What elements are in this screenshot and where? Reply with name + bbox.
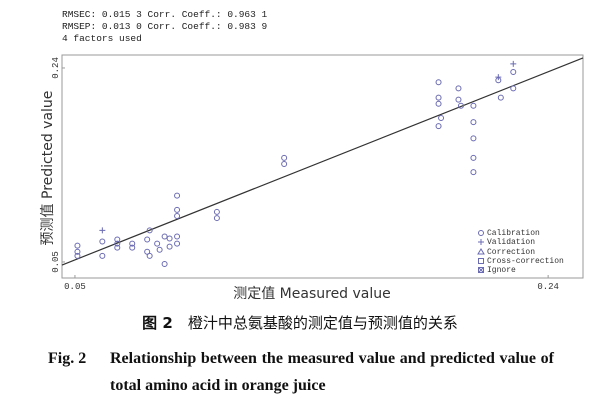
point: [470, 119, 477, 126]
point: [146, 227, 153, 234]
legend-label: Ignore: [487, 266, 516, 275]
point: [129, 244, 136, 251]
stats-line: RMSEP: 0.013 0 Corr. Coeff.: 0.983 9: [62, 21, 268, 32]
point: [470, 102, 477, 109]
stats-line: 4 factors used: [62, 33, 142, 44]
point: [510, 60, 517, 67]
point: [495, 74, 502, 81]
point: [435, 123, 442, 130]
point: [161, 233, 168, 240]
point: [510, 69, 517, 76]
point: [438, 114, 445, 121]
y-axis-label: 预测值 Predicted value: [40, 91, 56, 246]
point: [435, 79, 442, 86]
point: [174, 213, 181, 220]
x-axis-label: 测定值 Measured value: [233, 286, 391, 302]
point: [497, 94, 504, 101]
point: [146, 252, 153, 259]
point: [470, 135, 477, 142]
caption-en-label: Fig. 2: [48, 350, 87, 367]
caption-cn: 图 2 橙汁中总氨基酸的测定值与预测值的关系: [0, 312, 600, 333]
legend-label: Validation: [487, 238, 535, 247]
point: [74, 252, 81, 259]
caption-en-text: Relationship between the measured value …: [110, 350, 554, 394]
y-tick-label: 0.05: [51, 251, 61, 273]
x-tick-label: 0.24: [537, 282, 559, 292]
point: [470, 169, 477, 176]
legend-label: Calibration: [487, 229, 540, 238]
point: [74, 242, 81, 249]
point: [156, 246, 163, 253]
legend-label: Cross-correction: [487, 257, 564, 266]
legend-label: Correction: [487, 248, 535, 257]
point: [99, 252, 106, 259]
point: [99, 238, 106, 245]
caption: 图 2 橙汁中总氨基酸的测定值与预测值的关系 Fig. 2 Relationshi…: [0, 312, 600, 399]
stats-line: RMSEC: 0.015 3 Corr. Coeff.: 0.963 1: [62, 9, 268, 20]
y-tick-label: 0.24: [51, 57, 61, 79]
point: [435, 94, 442, 101]
point: [174, 192, 181, 199]
point: [174, 206, 181, 213]
point: [161, 261, 168, 268]
caption-cn-text: 橙汁中总氨基酸的测定值与预测值的关系: [187, 314, 458, 332]
point: [281, 154, 288, 161]
caption-en: Fig. 2 Relationship between the measured …: [0, 345, 600, 399]
point: [144, 236, 151, 243]
point: [213, 215, 220, 222]
point: [455, 85, 462, 92]
point: [99, 227, 106, 234]
point: [74, 248, 81, 255]
plot-frame: [61, 54, 584, 279]
point: [114, 244, 121, 251]
point: [455, 96, 462, 103]
point: [174, 240, 181, 247]
point: [114, 236, 121, 243]
legend-symbols: [477, 230, 485, 273]
point: [435, 100, 442, 107]
x-tick-label: 0.05: [64, 282, 86, 292]
chart: RMSEC: 0.015 3 Corr. Coeff.: 0.963 1 RMS…: [40, 9, 584, 302]
point: [154, 240, 161, 247]
point: [166, 235, 173, 242]
fit-line: [61, 57, 584, 266]
point: [114, 240, 121, 247]
point: [281, 160, 288, 167]
point: [166, 243, 173, 250]
point: [174, 233, 181, 240]
point: [213, 208, 220, 215]
point: [470, 154, 477, 161]
point: [129, 240, 136, 247]
point: [510, 85, 517, 92]
point: [457, 102, 464, 109]
caption-cn-label: 图 2: [142, 314, 173, 332]
